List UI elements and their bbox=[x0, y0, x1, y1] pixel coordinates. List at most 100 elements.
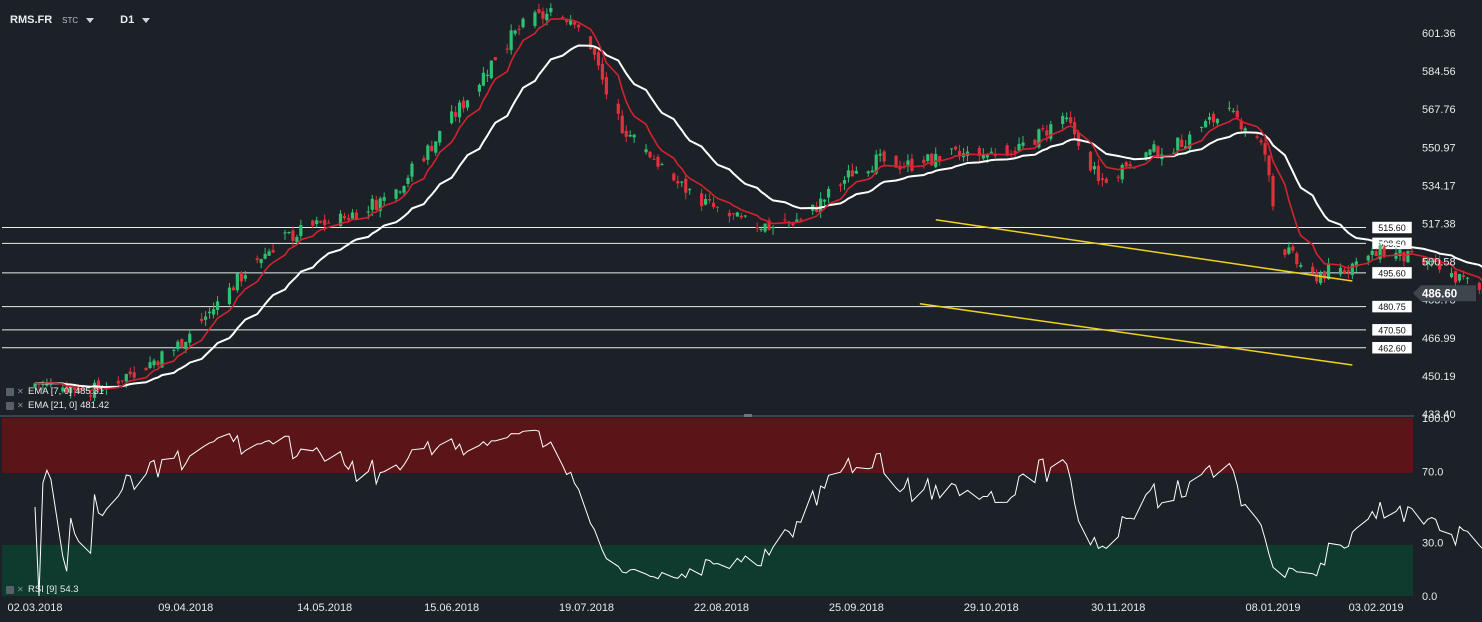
ema21-legend[interactable]: ✕ EMA [21, 0] 481.42 bbox=[6, 400, 109, 411]
settings-icon[interactable] bbox=[6, 585, 14, 594]
candle bbox=[267, 251, 271, 256]
date-tick-label: 30.11.2018 bbox=[1091, 602, 1145, 614]
candle bbox=[1013, 150, 1017, 153]
candle bbox=[96, 380, 101, 390]
candle bbox=[743, 215, 747, 217]
candle bbox=[398, 191, 402, 193]
candle bbox=[1049, 124, 1053, 139]
rsi-overbought-zone bbox=[2, 418, 1413, 473]
candle bbox=[259, 259, 263, 264]
settings-icon[interactable] bbox=[6, 387, 14, 396]
candle bbox=[628, 135, 632, 137]
panel-resize-handle bbox=[744, 414, 752, 417]
timeframe-dropdown-icon[interactable] bbox=[142, 17, 151, 23]
candle bbox=[1259, 140, 1263, 143]
level-tag: 462.60 bbox=[1371, 341, 1413, 355]
trendline bbox=[919, 302, 1353, 366]
candle bbox=[680, 181, 684, 183]
ema7-legend[interactable]: ✕ EMA [7, 0] 485.31 bbox=[6, 386, 104, 397]
close-icon[interactable]: ✕ bbox=[17, 400, 24, 410]
candle bbox=[1295, 253, 1299, 265]
ema21-legend-value: 481.42 bbox=[80, 400, 110, 411]
candle bbox=[1263, 143, 1267, 155]
settings-icon[interactable] bbox=[6, 401, 14, 410]
candle bbox=[489, 60, 493, 79]
candle bbox=[1100, 178, 1104, 180]
candles bbox=[33, 3, 1482, 402]
candle bbox=[854, 170, 858, 174]
ema7-legend-value: 485.31 bbox=[74, 386, 104, 397]
candle bbox=[592, 48, 597, 55]
candle bbox=[957, 150, 962, 156]
candle bbox=[565, 20, 569, 22]
candle bbox=[1176, 137, 1180, 151]
candle bbox=[176, 341, 180, 349]
candle bbox=[338, 213, 343, 227]
candle bbox=[128, 371, 132, 375]
candle bbox=[1231, 110, 1235, 112]
candle bbox=[1184, 146, 1188, 149]
candle bbox=[977, 147, 981, 156]
candle bbox=[1092, 166, 1097, 170]
candle bbox=[69, 386, 73, 394]
candle bbox=[1144, 152, 1148, 159]
close-icon[interactable]: ✕ bbox=[17, 386, 24, 396]
level-tag-label: 470.50 bbox=[1378, 325, 1406, 335]
timeframe-selector[interactable]: D1 bbox=[120, 14, 135, 26]
candle bbox=[172, 349, 176, 351]
level-tag-box bbox=[1371, 323, 1413, 337]
candle bbox=[315, 220, 319, 225]
candle bbox=[874, 154, 878, 174]
candle bbox=[1045, 130, 1049, 136]
candle bbox=[188, 333, 192, 343]
candle bbox=[632, 134, 636, 138]
candle bbox=[652, 158, 656, 160]
candle bbox=[1453, 271, 1458, 283]
level-tag-label: 515.60 bbox=[1378, 223, 1406, 233]
candle bbox=[350, 212, 355, 219]
candle bbox=[132, 372, 136, 378]
date-tick-label: 25.09.2018 bbox=[829, 602, 884, 614]
candle bbox=[481, 72, 485, 86]
candle bbox=[1465, 277, 1470, 279]
candle bbox=[465, 100, 470, 108]
candle bbox=[1203, 121, 1208, 128]
candle bbox=[505, 48, 509, 50]
candle bbox=[1096, 165, 1101, 182]
level-tag: 495.60 bbox=[1371, 266, 1413, 280]
date-tick-label: 08.01.2019 bbox=[1245, 602, 1300, 614]
candle bbox=[588, 36, 593, 50]
close-icon[interactable]: ✕ bbox=[17, 584, 24, 594]
candle bbox=[156, 361, 160, 366]
candle bbox=[450, 111, 454, 124]
trendline bbox=[935, 219, 1353, 282]
candle bbox=[731, 213, 735, 215]
candle bbox=[541, 11, 545, 19]
candle bbox=[561, 17, 565, 19]
candle bbox=[1402, 252, 1406, 262]
candle bbox=[370, 198, 374, 210]
level-tag-box bbox=[1371, 266, 1413, 280]
candle bbox=[1461, 275, 1466, 277]
candle bbox=[124, 374, 128, 382]
candle bbox=[1346, 269, 1350, 272]
candle bbox=[1315, 272, 1319, 282]
candle bbox=[1088, 151, 1093, 171]
candle bbox=[1207, 116, 1212, 120]
symbol-label[interactable]: RMS.FR bbox=[10, 14, 53, 26]
candle bbox=[735, 212, 739, 217]
price-tick-label: 450.19 bbox=[1422, 371, 1456, 383]
candle bbox=[295, 236, 299, 242]
rsi-legend-label: RSI [9] bbox=[28, 584, 58, 595]
candle bbox=[160, 351, 164, 368]
candle bbox=[1243, 128, 1247, 131]
candle bbox=[616, 103, 620, 114]
candle bbox=[1366, 255, 1370, 261]
candle bbox=[454, 112, 458, 117]
rsi-legend[interactable]: ✕ RSI [9] 54.3 bbox=[6, 584, 79, 595]
date-tick-label: 03.02.2019 bbox=[1349, 602, 1404, 614]
rsi-legend-value: 54.3 bbox=[60, 584, 79, 595]
symbol-dropdown-icon[interactable] bbox=[86, 17, 95, 23]
